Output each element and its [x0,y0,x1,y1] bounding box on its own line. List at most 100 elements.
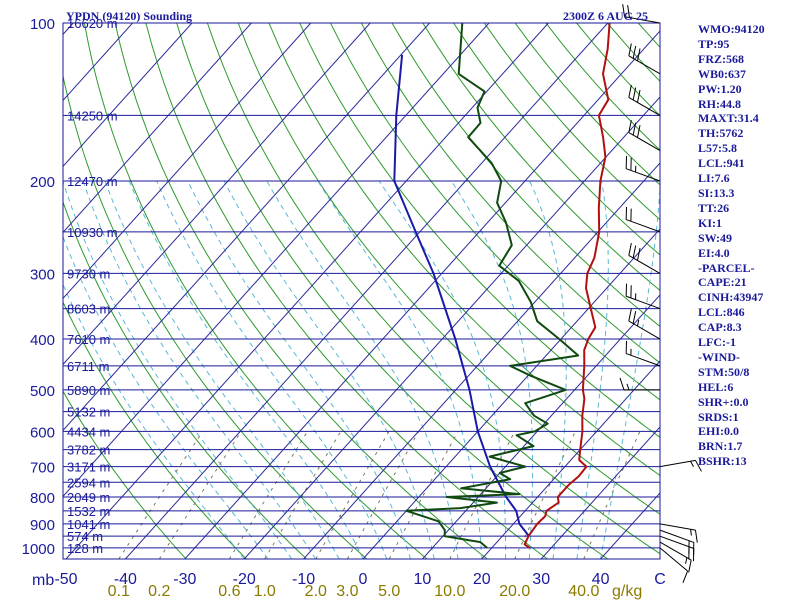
wind-barb [659,547,689,583]
wind-barb-shaft [659,547,688,572]
wind-barb-half-flag [636,319,640,327]
pressure-tick-label: 100 [30,16,55,33]
wind-barb-flag [627,5,630,18]
index-value: BRN:1.7 [698,439,743,454]
wind-barb-shaft [626,353,661,367]
wind-barb-flag [632,311,637,324]
height-label: 1041 m [67,517,110,532]
mixing-ratio-tick-label: 10.0 [434,583,465,600]
index-value: LFC:-1 [698,335,736,350]
dry-adiabat [237,23,660,515]
wind-barb [625,283,661,310]
mixing-ratio-line [583,431,641,559]
wind-barb [628,120,661,151]
wind-barb-flag [622,4,626,17]
index-value: RH:44.8 [698,96,741,111]
height-label: 3171 m [67,460,110,475]
mixing-ratio-tick-label: 5.0 [378,583,400,600]
wind-barb-flag [636,48,641,61]
wind-barb-shaft [626,295,661,310]
observation-time: 2300Z 6 AUG 25 [563,9,648,23]
mixing-ratio-line [449,431,516,559]
wind-barb-half-flag [626,383,630,391]
index-value: FRZ:568 [698,51,744,66]
moist-adiabat [450,180,534,559]
wind-barb [628,43,661,75]
mixing-ratio-tick-label: 20.0 [499,583,530,600]
isotherm [243,96,660,559]
moist-adiabat [576,180,609,559]
wind-barb-half-flag [685,557,688,564]
temperature-tick-label: -30 [173,571,196,588]
pressure-tick-label: 600 [30,424,55,441]
wind-barb-shaft [624,16,661,24]
isotherm [0,23,14,559]
wind-barb-shaft [659,523,696,531]
index-value: SI:13.3 [698,185,735,200]
index-value: TP:95 [698,36,730,51]
wind-barb-half-flag [690,460,694,467]
pressure-tick-label: 1000 [22,541,55,558]
height-label: 574 m [67,529,103,544]
isotherm [125,23,609,559]
wind-barb-flag [688,560,692,573]
dry-adiabat [299,23,660,438]
temperature-tick-label: 0 [359,571,368,588]
wind-barb-flag [636,247,641,261]
dry-adiabat [360,23,660,364]
temperature-tick-label: -40 [114,571,137,588]
wind-barb-flag [628,43,632,56]
station-title: YPDN (94120) Sounding [66,9,192,23]
wind-barb-flag [682,570,689,583]
temperature-profile [523,23,611,549]
wind-barb-half-flag [690,529,692,536]
index-value: CAP:8.3 [698,320,742,335]
index-value: STM:50/8 [698,364,750,379]
wind-barb [625,340,661,367]
index-value: LCL:846 [698,305,745,320]
temperature-tick-label: 40 [592,571,610,588]
isotherm [540,426,660,559]
mixing-ratio-line [346,431,420,559]
mixing-ratio-tick-label: 2.0 [305,583,327,600]
height-label: 128 m [67,541,103,556]
index-value: TT:26 [698,200,730,215]
wind-barb-flag [632,87,637,101]
height-label: 16620 m [67,16,118,31]
temperature-axis: -50 -40 -30 -20 -10 0 10 20 30 40 C [54,571,665,588]
height-label: 3782 m [67,443,110,458]
pressure-tick-label: 800 [30,490,55,507]
isotherm [63,23,430,432]
index-value: WB0:637 [698,66,746,81]
dry-adiabat [63,301,247,559]
temperature-tick-label: -20 [233,571,256,588]
wind-barb [628,242,661,274]
wind-barb [659,459,702,472]
index-value: CAPE:21 [698,275,747,290]
wind-barb-flag [695,460,702,472]
index-value: SRDS:1 [698,409,739,424]
wind-barb-shaft [659,459,696,468]
dry-adiabat [83,23,428,559]
height-label: 1532 m [67,504,110,519]
index-value: SHR+:0.0 [698,394,749,409]
height-label: 6711 m [67,359,109,374]
wind-barb-flag [632,122,637,136]
mixing-ratio-tick-label: 0.1 [108,583,130,600]
height-label: 5890 m [67,383,110,398]
temperature-tick-label: -10 [292,571,315,588]
mixing-ratio-line [118,431,204,559]
wind-barb-flag [628,308,632,322]
wind-barb-shaft [659,541,692,561]
isotherm [63,23,371,366]
wind-barb-shaft [659,529,694,543]
wind-barb-flag [632,245,637,259]
wind-barb [659,523,698,543]
moist-adiabat [82,180,316,559]
mixing-ratio-tick-label: 40.0 [568,583,599,600]
dewpoint-profile [405,23,580,549]
indices-panel: WMO:94120 TP:95 FRZ:568 WB0:637 PW:1.20 RH:44… [698,22,798,469]
pressure-tick-label: 700 [30,460,55,477]
dry-adiabat [453,23,660,256]
